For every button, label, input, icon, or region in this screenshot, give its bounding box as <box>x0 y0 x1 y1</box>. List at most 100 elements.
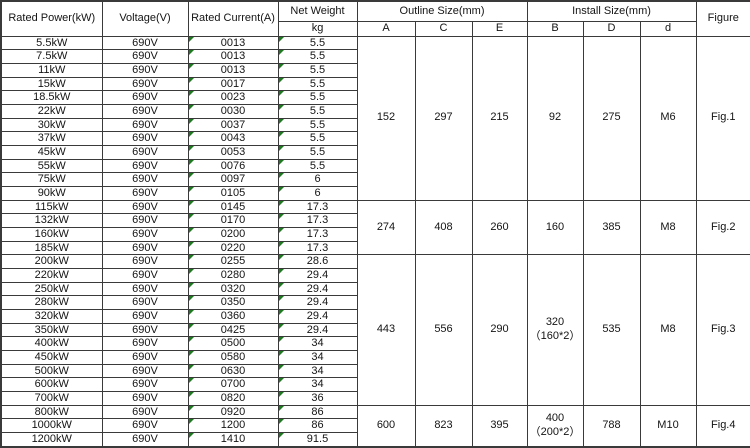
header-subcol-d-small: d <box>639 20 697 37</box>
install-b-cell: 92 <box>526 35 584 201</box>
weight-cell: 34 <box>277 363 358 379</box>
weight-cell: 34 <box>277 377 358 392</box>
table-row: 1000kW 690V 1200 86 <box>0 418 750 433</box>
current-cell: 0350 <box>187 295 279 310</box>
weight-cell: 5.5 <box>277 49 358 64</box>
current-cell: 0320 <box>187 281 279 297</box>
outline-e-cell: 290 <box>471 254 528 406</box>
table-row: 5.5kW 690V 0013 5.5 152 297 215 92 275 M6 Fig.1 <box>0 35 750 201</box>
power-cell: 800kW <box>0 404 103 420</box>
header-subcol-d: D <box>582 20 641 37</box>
weight-cell: 86 <box>277 404 358 420</box>
current-cell: 0630 <box>187 363 279 379</box>
current-cell: 0097 <box>187 172 279 187</box>
current-cell: 0105 <box>187 185 279 201</box>
weight-cell: 17.3 <box>277 226 358 242</box>
weight-cell: 29.4 <box>277 295 358 310</box>
weight-cell: 28.6 <box>277 254 358 269</box>
power-cell: 37kW <box>0 131 103 146</box>
header-subcol-b: B <box>526 20 584 37</box>
power-cell: 75kW <box>0 172 103 187</box>
table-row: 280kW 690V 0350 29.4 <box>0 295 750 310</box>
weight-cell: 34 <box>277 349 358 365</box>
voltage-cell: 690V <box>101 281 189 297</box>
header-outline-size: Outline Size(mm) <box>356 0 528 22</box>
header-net-weight: Net Weight <box>277 0 358 22</box>
current-cell: 0820 <box>187 390 279 406</box>
voltage-cell: 690V <box>101 432 189 448</box>
weight-cell: 5.5 <box>277 76 358 92</box>
voltage-cell: 690V <box>101 418 189 433</box>
table-row: 15kW 690V 0017 5.5 <box>0 76 750 92</box>
power-cell: 11kW <box>0 62 103 78</box>
current-cell: 0360 <box>187 308 279 324</box>
voltage-cell: 690V <box>101 308 189 324</box>
weight-cell: 5.5 <box>277 131 358 146</box>
header-rated-current: Rated Current(A) <box>187 0 279 37</box>
power-cell: 7.5kW <box>0 49 103 64</box>
header-rated-power: Rated Power(kW) <box>0 0 103 37</box>
current-cell: 0023 <box>187 90 279 105</box>
weight-cell: 5.5 <box>277 144 358 160</box>
power-cell: 200kW <box>0 254 103 269</box>
table-row: 200kW 690V 0255 28.6 443 556 290 320 （160*2） 535… <box>0 254 750 406</box>
voltage-cell: 690V <box>101 336 189 351</box>
current-cell: 0425 <box>187 322 279 338</box>
power-cell: 30kW <box>0 117 103 133</box>
voltage-cell: 690V <box>101 240 189 256</box>
outline-a-cell: 443 <box>356 254 416 406</box>
header-net-weight-unit: kg <box>277 20 358 37</box>
weight-cell: 6 <box>277 172 358 187</box>
weight-cell: 29.4 <box>277 281 358 297</box>
install-d-small-cell: M8 <box>639 254 697 406</box>
current-cell: 1200 <box>187 418 279 433</box>
weight-cell: 36 <box>277 390 358 406</box>
voltage-cell: 690V <box>101 199 189 215</box>
header-figure: Figure <box>695 0 750 37</box>
outline-e-cell: 215 <box>471 35 528 201</box>
spec-table-body: 5.5kW 690V 0013 5.5 152 297 215 92 275 M6 Fig.1 7.5… <box>0 35 750 448</box>
power-cell: 350kW <box>0 322 103 338</box>
power-cell: 450kW <box>0 349 103 365</box>
outline-c-cell: 408 <box>414 199 473 256</box>
header-row-1: Rated Power(kW) Voltage(V) Rated Current… <box>0 0 750 37</box>
power-cell: 1200kW <box>0 432 103 448</box>
power-cell: 500kW <box>0 363 103 379</box>
power-cell: 5.5kW <box>0 35 103 51</box>
current-cell: 0280 <box>187 267 279 283</box>
outline-c-cell: 297 <box>414 35 473 201</box>
voltage-cell: 690V <box>101 62 189 78</box>
install-d-cell: 788 <box>582 404 641 448</box>
install-d-cell: 535 <box>582 254 641 406</box>
figure-cell: Fig.1 <box>695 35 750 201</box>
power-cell: 22kW <box>0 103 103 119</box>
current-cell: 0013 <box>187 49 279 64</box>
power-cell: 55kW <box>0 158 103 174</box>
weight-cell: 17.3 <box>277 213 358 228</box>
power-cell: 185kW <box>0 240 103 256</box>
install-d-small-cell: M10 <box>639 404 697 448</box>
current-cell: 0013 <box>187 35 279 51</box>
table-row: 450kW 690V 0580 34 <box>0 349 750 365</box>
table-row: 220kW 690V 0280 29.4 <box>0 267 750 283</box>
header-voltage: Voltage(V) <box>101 0 189 37</box>
current-cell: 0053 <box>187 144 279 160</box>
voltage-cell: 690V <box>101 103 189 119</box>
current-cell: 0013 <box>187 62 279 78</box>
install-d-cell: 275 <box>582 35 641 201</box>
table-row: 115kW 690V 0145 17.3 274 408 260 160 385 M8 Fig.2 <box>0 199 750 256</box>
weight-cell: 29.4 <box>277 322 358 338</box>
table-row: 132kW 690V 0170 17.3 <box>0 213 750 228</box>
voltage-cell: 690V <box>101 295 189 310</box>
voltage-cell: 690V <box>101 117 189 133</box>
current-cell: 0170 <box>187 213 279 228</box>
table-row: 185kW 690V 0220 17.3 <box>0 240 750 256</box>
voltage-cell: 690V <box>101 35 189 51</box>
table-row: 75kW 690V 0097 6 <box>0 172 750 187</box>
figure-cell: Fig.3 <box>695 254 750 406</box>
weight-cell: 86 <box>277 418 358 433</box>
table-row: 800kW 690V 0920 86 600 823 395 400 （200*2） 788 M1… <box>0 404 750 448</box>
weight-cell: 17.3 <box>277 240 358 256</box>
table-row: 1200kW 690V 1410 91.5 <box>0 432 750 448</box>
power-cell: 1000kW <box>0 418 103 433</box>
